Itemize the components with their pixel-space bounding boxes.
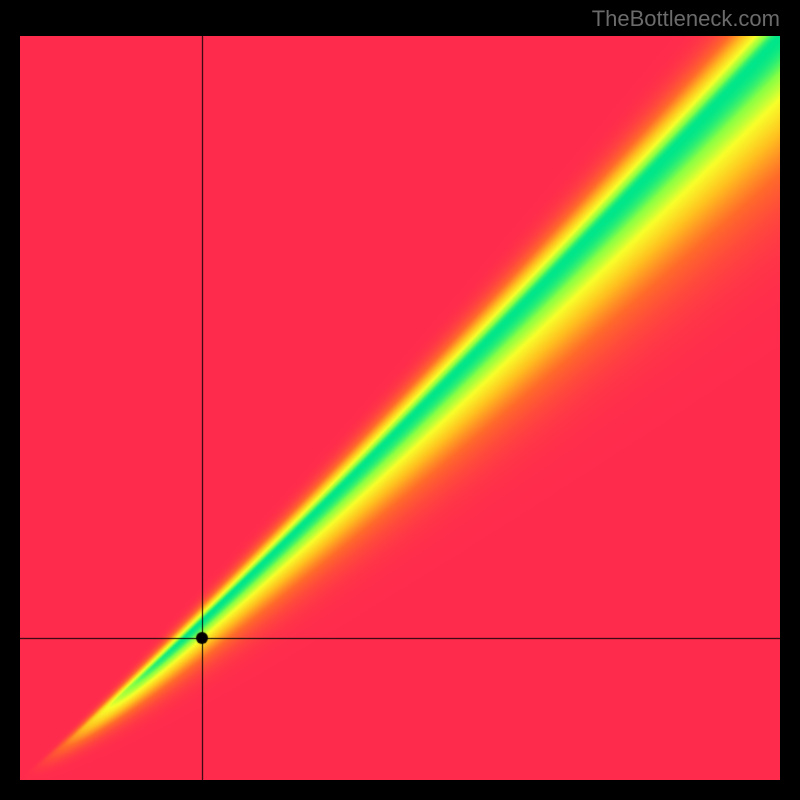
watermark-text: TheBottleneck.com (592, 6, 780, 32)
chart-container: TheBottleneck.com (0, 0, 800, 800)
heatmap-canvas (20, 36, 780, 780)
plot-area (20, 36, 780, 780)
